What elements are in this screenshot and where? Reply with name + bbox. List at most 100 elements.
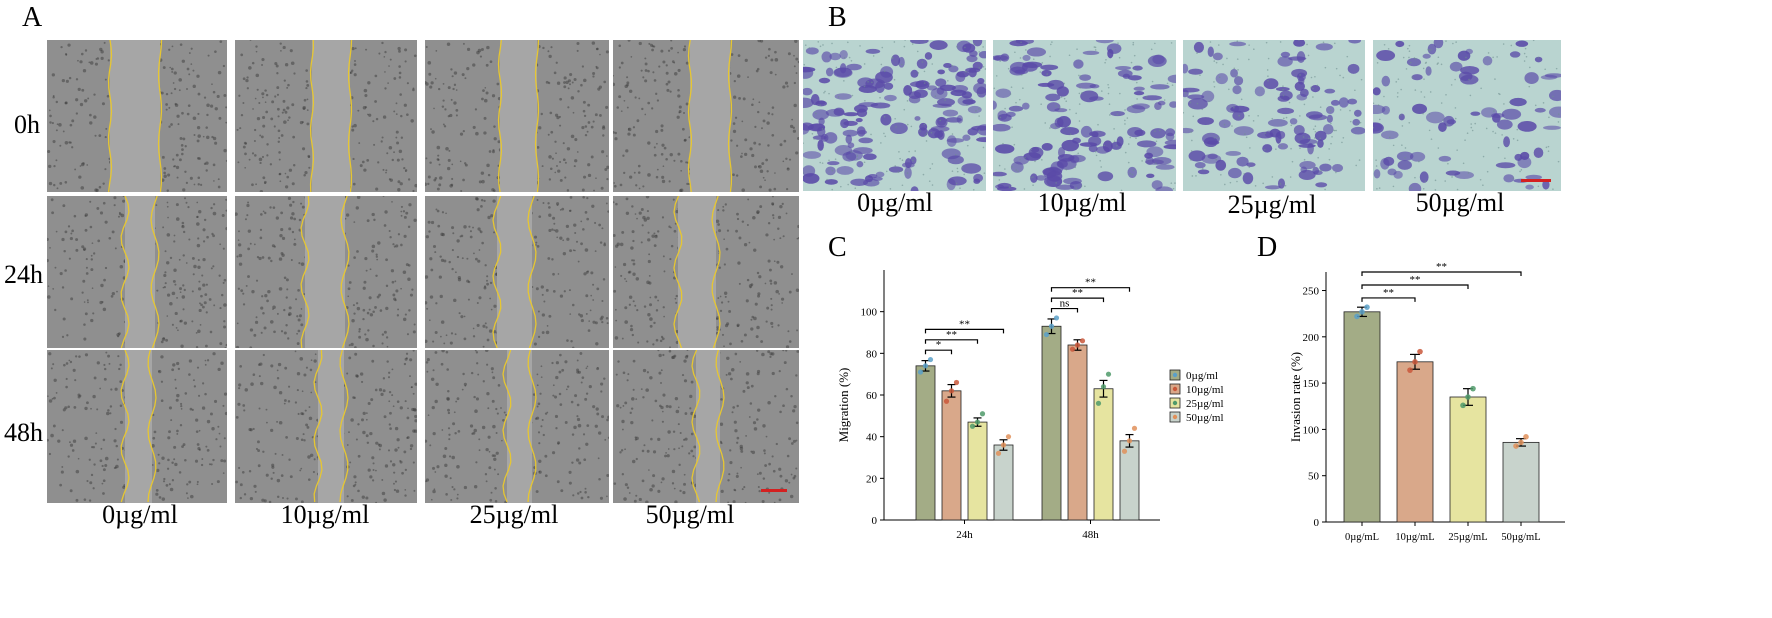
cell-speck: [667, 448, 670, 450]
cell-speck: [552, 394, 555, 397]
cell-speck: [683, 482, 686, 486]
cell-speck: [655, 175, 659, 179]
cell-speck: [689, 407, 692, 410]
cell-speck: [205, 311, 208, 314]
cell-speck: [606, 322, 609, 325]
cell-speck: [235, 212, 238, 216]
cell-speck: [442, 123, 445, 126]
cell-speck: [733, 95, 737, 99]
cell-speck: [273, 125, 276, 128]
cell-speck: [399, 182, 403, 186]
cell-speck: [307, 155, 311, 159]
cell-speck: [278, 158, 281, 161]
pore-dot: [1208, 100, 1210, 103]
cell-speck: [548, 314, 552, 318]
cell-speck: [267, 289, 271, 294]
cell-speck: [290, 61, 295, 66]
cell-speck: [551, 228, 554, 231]
cell-speck: [536, 145, 540, 149]
pore-dot: [1131, 173, 1134, 176]
pore-dot: [1105, 58, 1107, 61]
pore-dot: [1024, 156, 1026, 159]
cell-speck: [568, 481, 572, 485]
cell-speck: [649, 487, 653, 492]
cell-speck: [224, 411, 227, 416]
cell-speck: [574, 394, 578, 398]
stained-cell: [1319, 163, 1332, 172]
cell-speck: [267, 256, 271, 260]
cell-speck: [238, 253, 243, 258]
cell-speck: [59, 272, 63, 276]
cell-speck: [577, 90, 580, 93]
cell-speck: [90, 258, 93, 261]
pore-dot: [1196, 102, 1199, 105]
cell-speck: [242, 77, 246, 81]
cell-speck: [246, 87, 249, 90]
cell-speck: [625, 149, 629, 153]
cell-speck: [487, 407, 490, 410]
cell-speck: [651, 419, 654, 422]
cell-speck: [633, 499, 637, 503]
pore-dot: [1547, 150, 1550, 152]
cell-speck: [387, 376, 391, 379]
pore-dot: [1132, 43, 1135, 46]
cell-speck: [606, 155, 608, 157]
cell-speck: [412, 189, 415, 192]
cell-speck: [548, 54, 552, 59]
cell-speck: [94, 62, 98, 66]
cell-speck: [286, 106, 290, 110]
stained-cell: [1197, 117, 1214, 125]
cell-speck: [85, 266, 88, 269]
col-label-a-25: 25µg/ml: [469, 500, 559, 529]
cell-speck: [447, 427, 451, 430]
stained-cell: [1411, 74, 1423, 81]
significance-bracket: [1050, 287, 1131, 292]
cell-speck: [629, 175, 633, 179]
cell-speck: [592, 72, 596, 76]
cell-speck: [285, 436, 288, 439]
cell-speck: [628, 303, 631, 306]
cell-speck: [732, 129, 737, 134]
cell-speck: [371, 249, 375, 253]
cell-speck: [270, 259, 273, 263]
cell-speck: [434, 77, 437, 80]
cell-speck: [357, 109, 360, 112]
cell-speck: [393, 245, 396, 248]
cell-speck: [52, 94, 55, 97]
pore-dot: [972, 188, 975, 191]
cell-speck: [92, 312, 95, 315]
cell-speck: [660, 49, 664, 53]
cell-speck: [430, 81, 434, 85]
cell-speck: [638, 97, 641, 100]
cell-speck: [280, 49, 282, 52]
cell-speck: [769, 71, 773, 75]
cell-speck: [716, 326, 719, 329]
panel-label-d: D: [1257, 232, 1278, 263]
cell-speck: [451, 249, 454, 252]
pore-dot: [1408, 122, 1411, 124]
pore-dot: [1396, 92, 1399, 94]
pore-dot: [1068, 54, 1071, 57]
scratch-texture: [236, 40, 417, 192]
cell-speck: [792, 409, 796, 413]
pore-dot: [1189, 101, 1192, 104]
cell-speck: [571, 81, 574, 84]
cell-speck: [196, 480, 199, 483]
cell-speck: [435, 382, 439, 387]
cell-speck: [749, 402, 753, 405]
cell-speck: [277, 115, 280, 118]
cell-speck: [790, 473, 793, 476]
cell-speck: [103, 278, 106, 282]
stained-cell: [1332, 163, 1344, 173]
cell-speck: [291, 103, 295, 107]
cell-speck: [167, 173, 171, 177]
cell-speck: [605, 105, 609, 109]
pore-dot: [1075, 187, 1078, 189]
y-tick-label: 150: [1303, 378, 1320, 390]
pore-dot: [1436, 63, 1439, 65]
cell-speck: [202, 283, 206, 287]
legend-dot: [1172, 414, 1178, 420]
cell-speck: [556, 480, 560, 484]
cell-speck: [374, 306, 377, 309]
